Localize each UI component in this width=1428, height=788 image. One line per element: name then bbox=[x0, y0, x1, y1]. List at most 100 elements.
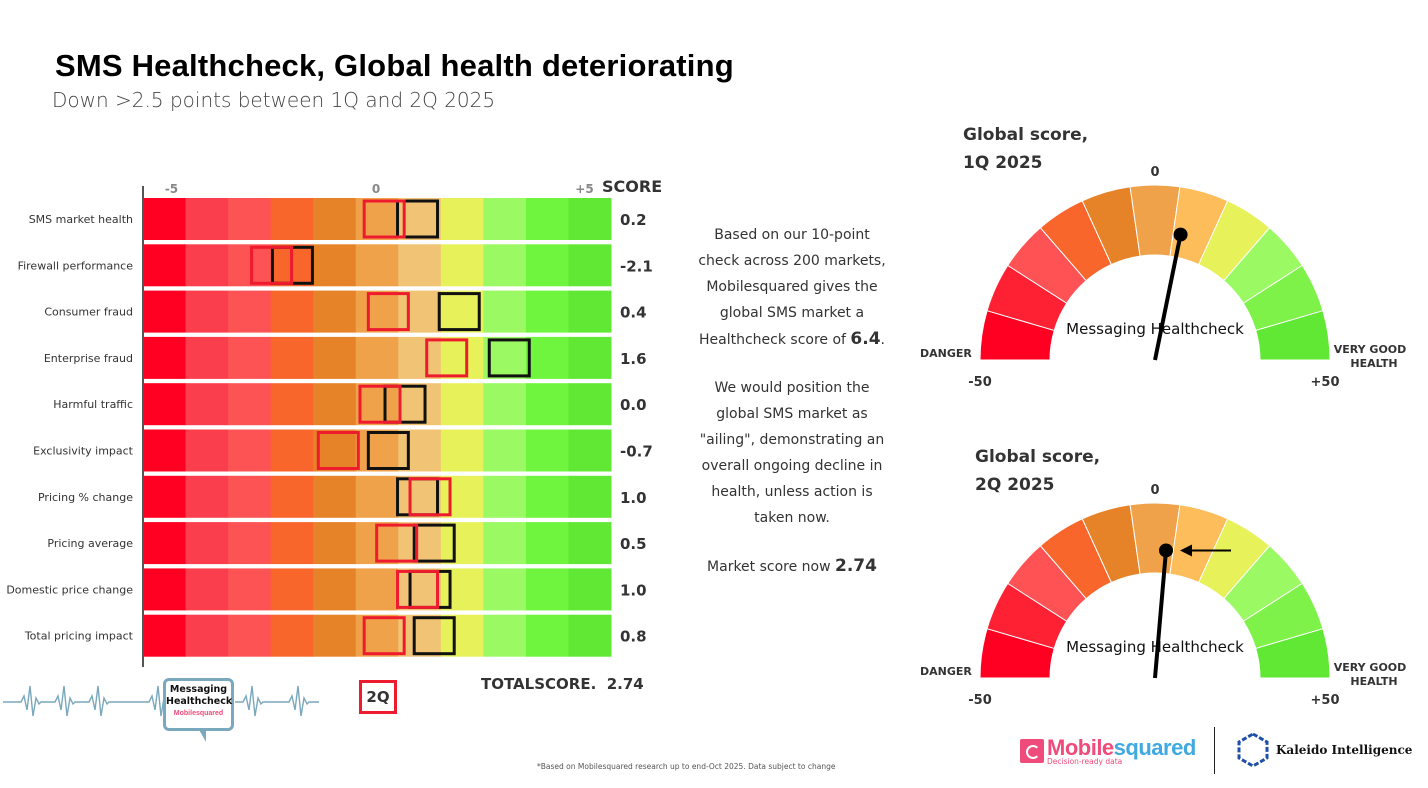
row-score: 0.4 bbox=[620, 304, 647, 322]
bar-segment bbox=[525, 336, 569, 379]
bar-segment bbox=[355, 336, 399, 379]
current-quarter-marker bbox=[375, 523, 419, 563]
bar-segment bbox=[355, 475, 399, 518]
bar-segment bbox=[185, 475, 229, 518]
bar-segment bbox=[483, 290, 527, 333]
bar-segment bbox=[270, 614, 314, 657]
bar-segment bbox=[398, 475, 442, 518]
bar-segment bbox=[440, 614, 484, 657]
bar-segment bbox=[398, 290, 442, 333]
current-quarter-marker bbox=[362, 616, 406, 656]
bar-segment bbox=[440, 383, 484, 426]
bar-segment bbox=[568, 475, 612, 518]
bar-segment bbox=[228, 198, 272, 240]
gauge-needle-tip bbox=[1173, 227, 1188, 242]
bar-segment bbox=[143, 568, 187, 611]
bar-segment bbox=[440, 568, 484, 611]
narrative-paragraph-3: Market score now 2.74 bbox=[707, 556, 877, 576]
kaleido-logo: Kaleido Intelligence bbox=[1236, 732, 1412, 768]
table-row: Consumer fraud 0.4 bbox=[44, 290, 647, 333]
bar-segment bbox=[270, 522, 314, 565]
bar-segment bbox=[355, 244, 399, 287]
current-quarter-marker bbox=[362, 199, 406, 239]
bar-segment bbox=[270, 336, 314, 379]
bar-segment bbox=[568, 383, 612, 426]
gauge-segment bbox=[1255, 628, 1331, 679]
row-label: Exclusivity impact bbox=[33, 445, 134, 458]
current-quarter-marker bbox=[250, 245, 294, 285]
previous-quarter-marker bbox=[366, 431, 410, 470]
page-subtitle: Down >2.5 points between 1Q and 2Q 2025 bbox=[52, 88, 496, 112]
bar-segment bbox=[143, 336, 187, 379]
bar-segment bbox=[483, 429, 527, 472]
bar-segment bbox=[398, 429, 442, 472]
mobilesquared-icon bbox=[1020, 739, 1044, 764]
gauge-zero-label: 0 bbox=[1150, 483, 1159, 498]
row-label: Consumer fraud bbox=[44, 306, 133, 319]
page-title: SMS Healthcheck, Global health deteriora… bbox=[55, 48, 734, 83]
current-quarter-marker bbox=[316, 431, 360, 470]
bar-segment bbox=[568, 244, 612, 287]
table-row: Pricing average 0.5 bbox=[47, 522, 647, 565]
bar-segment bbox=[185, 568, 229, 611]
bar-segment bbox=[143, 383, 187, 426]
axis-tick-label: -5 bbox=[165, 182, 178, 196]
current-quarter-marker bbox=[366, 292, 410, 332]
row-score: -0.7 bbox=[620, 443, 653, 461]
bar-segment bbox=[483, 522, 527, 565]
badge-logo: Mobilesquared bbox=[173, 710, 224, 717]
bar-segment bbox=[398, 244, 442, 287]
bar-segment bbox=[313, 614, 357, 657]
table-row: Pricing % change 1.0 bbox=[38, 475, 647, 518]
bar-segment bbox=[313, 475, 357, 518]
bar-segment bbox=[440, 429, 484, 472]
bar-segment bbox=[270, 290, 314, 333]
bar-segment bbox=[270, 568, 314, 611]
bar-segment bbox=[228, 336, 272, 379]
bar-segment bbox=[398, 522, 442, 565]
bar-segment bbox=[483, 568, 527, 611]
axis-tick-label: +5 bbox=[575, 182, 593, 196]
bar-segment bbox=[313, 290, 357, 333]
quarter-badge: 2Q bbox=[359, 680, 397, 714]
bar-segment bbox=[568, 568, 612, 611]
bar-segment bbox=[483, 475, 527, 518]
row-score: 0.5 bbox=[620, 535, 647, 553]
bar-segment bbox=[185, 244, 229, 287]
scorecard-chart: -5 0 +5 SCORE SMS market health 0.2 Firewall p… bbox=[6, 177, 662, 667]
gauge-2q-title: Global score, 2Q 2025 bbox=[975, 447, 1101, 495]
gauge-needle-tip bbox=[1159, 543, 1174, 558]
bar-segment bbox=[313, 383, 357, 426]
row-label: Pricing average bbox=[47, 537, 133, 550]
bar-segment bbox=[568, 522, 612, 565]
table-row: Total pricing impact 0.8 bbox=[24, 614, 647, 657]
bar-segment bbox=[185, 522, 229, 565]
badge-title: Messaging Healthcheck bbox=[166, 684, 233, 707]
bar-segment bbox=[568, 198, 612, 240]
bar-segment bbox=[313, 429, 357, 472]
healthcheck-score: 6.4 bbox=[850, 329, 881, 349]
heartbeat-line-icon bbox=[3, 685, 319, 717]
arrow-head-icon bbox=[1180, 544, 1193, 557]
bar-segment bbox=[313, 522, 357, 565]
bar-segment bbox=[355, 290, 399, 333]
table-row: Harmful traffic 0.0 bbox=[53, 383, 647, 426]
current-quarter-marker bbox=[408, 477, 452, 517]
row-label: Harmful traffic bbox=[53, 398, 133, 411]
bar-segment bbox=[525, 244, 569, 287]
bar-segment bbox=[228, 614, 272, 657]
bar-segment bbox=[185, 429, 229, 472]
previous-quarter-marker bbox=[437, 292, 481, 332]
gauge-needle bbox=[1153, 234, 1183, 361]
bar-segment bbox=[185, 336, 229, 379]
row-label: Pricing % change bbox=[38, 491, 133, 504]
row-label: Enterprise fraud bbox=[44, 352, 133, 365]
bar-segment bbox=[440, 198, 484, 240]
gauge-max-label: +50 bbox=[1311, 375, 1340, 390]
bar-segment bbox=[525, 475, 569, 518]
row-label: Total pricing impact bbox=[24, 630, 134, 643]
bar-segment bbox=[143, 522, 187, 565]
bar-segment bbox=[313, 336, 357, 379]
bar-segment bbox=[228, 290, 272, 333]
